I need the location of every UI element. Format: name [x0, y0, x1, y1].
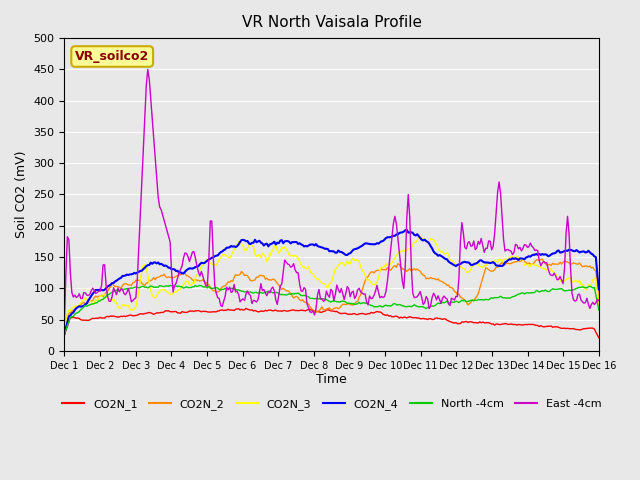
- North -4cm: [196, 283, 204, 288]
- CO2N_4: [403, 227, 411, 233]
- CO2N_2: [246, 278, 254, 284]
- CO2N_2: [61, 330, 68, 336]
- East -4cm: [144, 67, 152, 72]
- North -4cm: [296, 291, 303, 297]
- CO2N_3: [566, 276, 574, 281]
- CO2N_1: [237, 306, 245, 312]
- CO2N_2: [126, 282, 134, 288]
- CO2N_3: [61, 326, 68, 332]
- North -4cm: [61, 331, 68, 337]
- CO2N_1: [242, 306, 250, 312]
- CO2N_1: [296, 308, 303, 313]
- CO2N_4: [294, 241, 302, 247]
- Legend: CO2N_1, CO2N_2, CO2N_3, CO2N_4, North -4cm, East -4cm: CO2N_1, CO2N_2, CO2N_3, CO2N_4, North -4…: [58, 394, 606, 414]
- CO2N_3: [595, 302, 603, 308]
- Text: VR_soilco2: VR_soilco2: [75, 50, 149, 63]
- CO2N_4: [566, 247, 574, 252]
- CO2N_1: [126, 312, 134, 318]
- East -4cm: [239, 296, 247, 302]
- North -4cm: [126, 285, 134, 291]
- East -4cm: [248, 300, 256, 306]
- East -4cm: [566, 265, 574, 271]
- CO2N_1: [248, 307, 256, 313]
- Line: North -4cm: North -4cm: [65, 286, 599, 334]
- CO2N_2: [538, 256, 546, 262]
- CO2N_3: [415, 233, 422, 239]
- Line: CO2N_2: CO2N_2: [65, 259, 599, 333]
- North -4cm: [221, 286, 229, 291]
- CO2N_3: [246, 241, 254, 247]
- East -4cm: [296, 281, 303, 287]
- CO2N_4: [246, 241, 254, 247]
- CO2N_1: [220, 308, 228, 313]
- Y-axis label: Soil CO2 (mV): Soil CO2 (mV): [15, 151, 28, 238]
- CO2N_2: [595, 296, 603, 302]
- Line: East -4cm: East -4cm: [65, 70, 599, 324]
- North -4cm: [239, 288, 247, 294]
- CO2N_1: [566, 326, 574, 332]
- CO2N_1: [61, 331, 68, 337]
- X-axis label: Time: Time: [316, 373, 347, 386]
- Line: CO2N_3: CO2N_3: [65, 236, 599, 329]
- East -4cm: [221, 293, 229, 299]
- CO2N_3: [220, 252, 228, 258]
- North -4cm: [566, 288, 574, 293]
- CO2N_4: [595, 287, 603, 292]
- East -4cm: [61, 321, 68, 326]
- CO2N_3: [126, 306, 134, 312]
- CO2N_3: [294, 255, 302, 261]
- CO2N_2: [237, 269, 245, 275]
- CO2N_4: [126, 272, 134, 277]
- North -4cm: [248, 290, 256, 296]
- Title: VR North Vaisala Profile: VR North Vaisala Profile: [242, 15, 422, 30]
- CO2N_2: [294, 295, 302, 300]
- Line: CO2N_4: CO2N_4: [65, 230, 599, 334]
- East -4cm: [126, 291, 134, 297]
- CO2N_3: [237, 241, 245, 247]
- CO2N_4: [237, 237, 245, 243]
- CO2N_2: [220, 283, 228, 289]
- CO2N_4: [61, 331, 68, 337]
- East -4cm: [595, 298, 603, 303]
- CO2N_2: [566, 261, 574, 267]
- CO2N_4: [220, 247, 228, 253]
- North -4cm: [595, 307, 603, 313]
- CO2N_1: [595, 335, 603, 341]
- Line: CO2N_1: CO2N_1: [65, 309, 599, 338]
